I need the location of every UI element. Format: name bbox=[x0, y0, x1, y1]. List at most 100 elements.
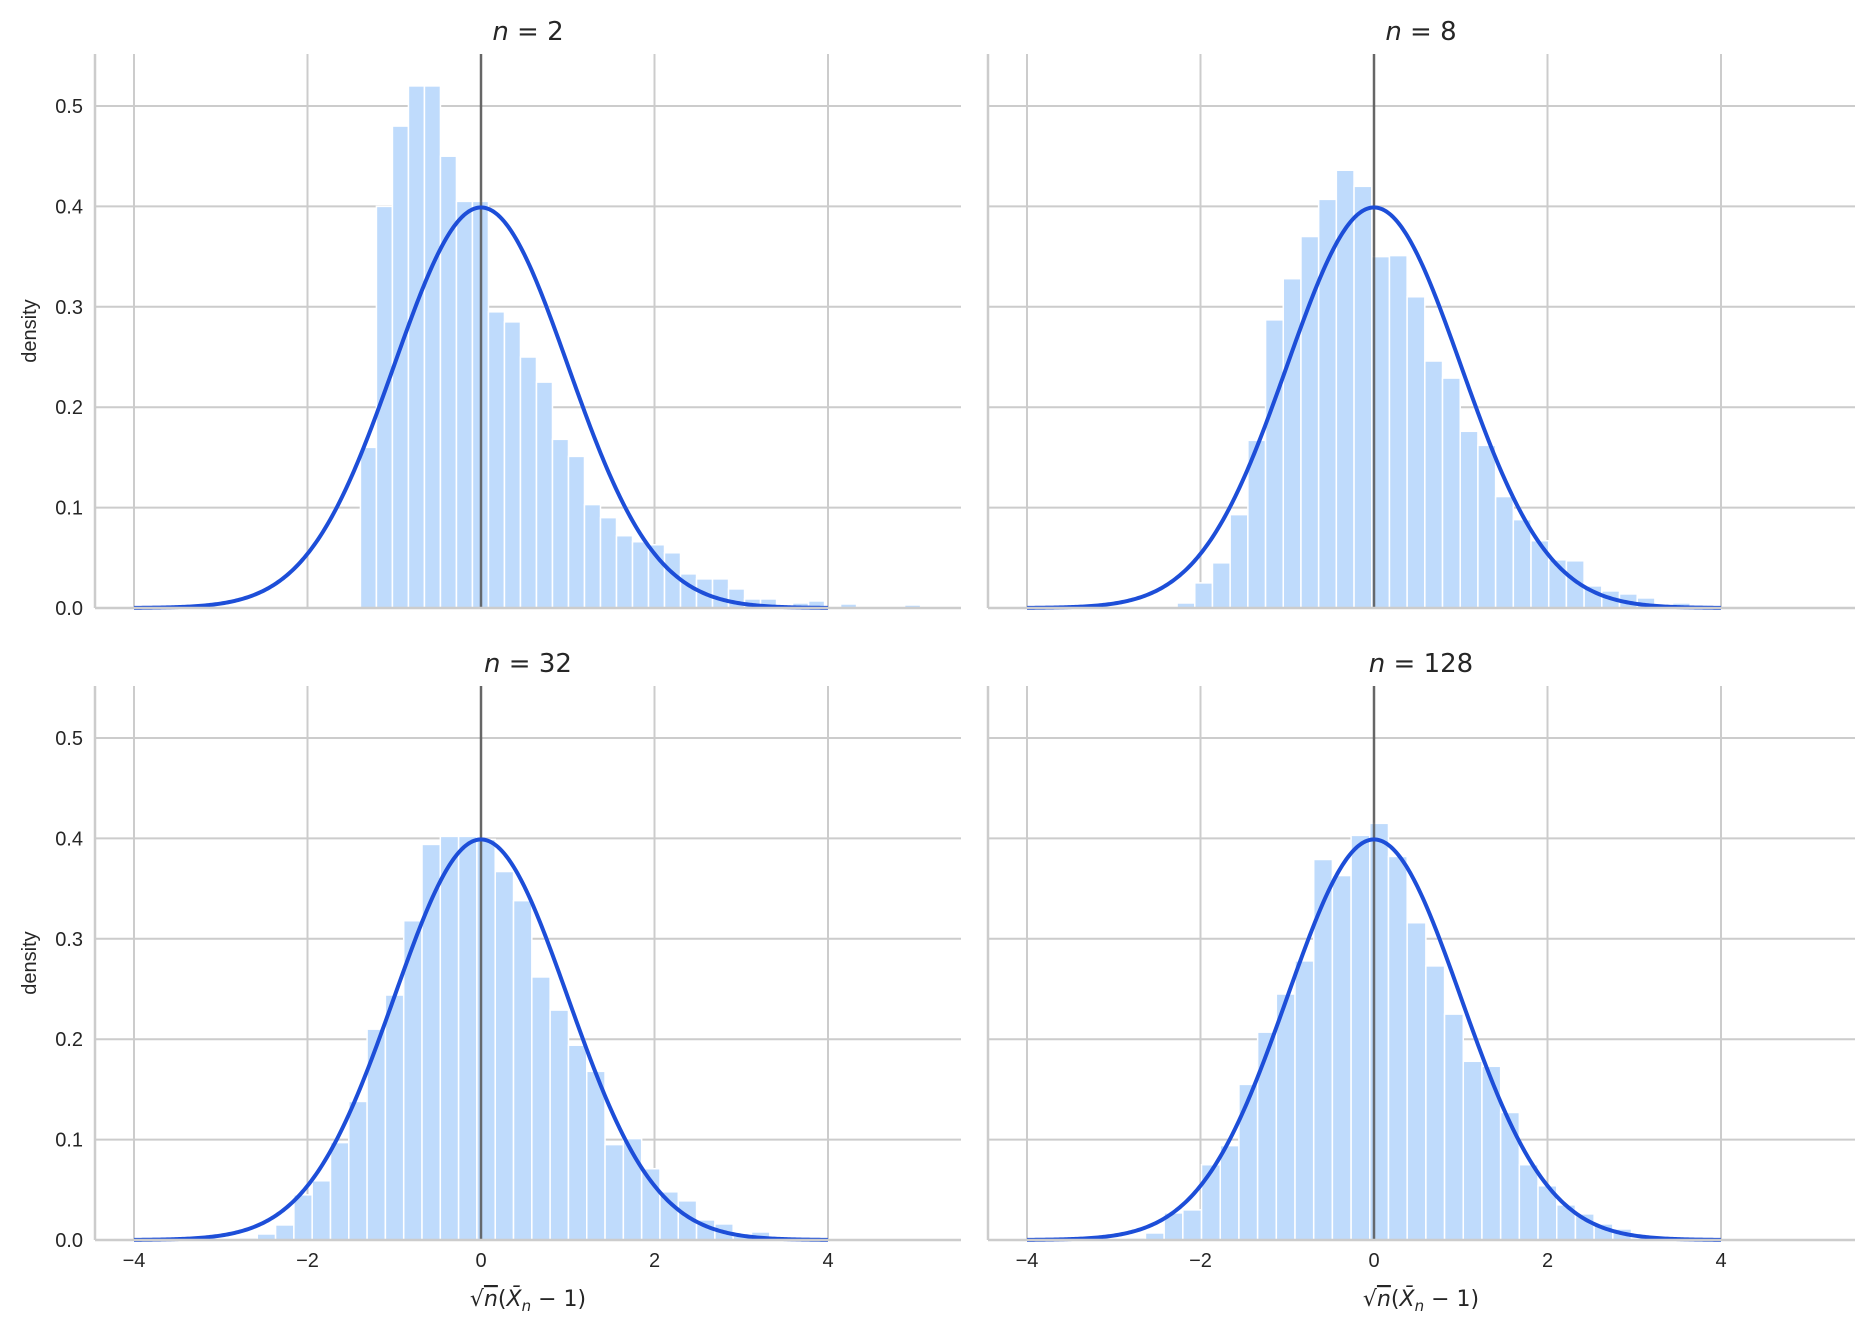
x-tick-label: −2 bbox=[296, 1250, 319, 1272]
y-tick-label: 0.1 bbox=[55, 1130, 83, 1152]
grid-lines bbox=[95, 54, 961, 608]
histogram-bars bbox=[1126, 822, 1651, 1241]
histogram-bar bbox=[348, 1100, 368, 1241]
x-tick-label: 4 bbox=[1715, 1250, 1726, 1272]
histogram-bar bbox=[1219, 1144, 1240, 1241]
y-tick-label: 0.3 bbox=[55, 929, 83, 951]
histogram-bar bbox=[1477, 444, 1497, 609]
histogram-bar bbox=[711, 578, 730, 609]
normal-pdf-curve bbox=[1026, 205, 1722, 610]
histogram-bar bbox=[1369, 822, 1390, 1241]
histogram-bar bbox=[1282, 277, 1302, 609]
histogram-bar bbox=[476, 838, 496, 1241]
histogram-bar bbox=[567, 455, 586, 609]
histogram-bar bbox=[1518, 1163, 1539, 1241]
histogram-bar bbox=[487, 311, 506, 609]
x-tick-label: −4 bbox=[123, 1250, 146, 1272]
panel-title-n8: n = 8 bbox=[1385, 17, 1456, 47]
panel-title-n32: n = 32 bbox=[484, 649, 572, 679]
histogram-bar bbox=[1275, 993, 1296, 1241]
normal-pdf-curve bbox=[133, 837, 829, 1242]
y-tick-label: 0.0 bbox=[55, 1230, 83, 1252]
panel-n128: −4 −2 0 2 4 bbox=[986, 686, 1855, 1272]
y-tick-label: 0.2 bbox=[55, 1029, 83, 1051]
x-tick-label: 0 bbox=[475, 1250, 486, 1272]
normal-pdf-curve bbox=[1026, 837, 1722, 1242]
histogram-bar bbox=[599, 516, 618, 609]
histogram-bar bbox=[384, 994, 405, 1241]
histogram-bar bbox=[1264, 319, 1285, 609]
histogram-bar bbox=[1353, 185, 1373, 609]
x-axis-label-right: √n(X̄n − 1) bbox=[1363, 1286, 1479, 1315]
histogram-bar bbox=[1182, 1209, 1203, 1241]
histogram-bar bbox=[329, 1141, 350, 1241]
histogram-bar bbox=[583, 503, 602, 609]
x-tick-label: −4 bbox=[1016, 1250, 1039, 1272]
histogram-bar bbox=[423, 85, 442, 609]
x-tick-label: 4 bbox=[822, 1250, 833, 1272]
histogram-bar bbox=[567, 1044, 588, 1241]
x-axis-label-left: √n(X̄n − 1) bbox=[470, 1286, 586, 1315]
y-tick-label: 0.1 bbox=[55, 498, 83, 520]
histogram-bar bbox=[311, 1180, 332, 1241]
normal-pdf-curve bbox=[133, 205, 829, 610]
histogram-bar bbox=[1443, 1013, 1465, 1241]
panel-n2: 0.0 0.1 0.2 0.3 0.4 0.5 bbox=[55, 54, 961, 620]
panel-title-n2: n = 2 bbox=[492, 17, 563, 47]
histogram-bar bbox=[615, 534, 634, 609]
histogram-bar bbox=[1441, 377, 1461, 609]
histogram-bar bbox=[551, 438, 570, 609]
y-axis-label-bottom: density bbox=[19, 931, 41, 994]
histogram-bar bbox=[1388, 254, 1408, 609]
histogram-bar bbox=[1331, 874, 1352, 1241]
histogram-bar bbox=[457, 835, 478, 1241]
y-tick-label: 0.2 bbox=[55, 397, 83, 419]
histogram-bar bbox=[1238, 1083, 1259, 1241]
histogram-bar bbox=[439, 835, 460, 1241]
y-tick-label: 0.3 bbox=[55, 297, 83, 319]
histogram-bar bbox=[1256, 1031, 1278, 1241]
histogram-bar bbox=[512, 899, 533, 1241]
histogram-bars bbox=[1176, 169, 1815, 609]
x-tick-label: 2 bbox=[649, 1250, 660, 1272]
histogram-bar bbox=[1194, 582, 1214, 609]
y-axis-label-top: density bbox=[19, 299, 41, 362]
histogram-bar bbox=[359, 446, 378, 609]
histogram-bar bbox=[519, 356, 538, 609]
x-tick-label: 0 bbox=[1368, 1250, 1379, 1272]
y-tick-label: 0.4 bbox=[55, 828, 83, 850]
histogram-bar bbox=[531, 976, 551, 1241]
histogram-bars bbox=[359, 85, 922, 609]
histogram-bar bbox=[659, 1191, 680, 1241]
histogram-bar bbox=[293, 1194, 313, 1241]
panel-n32: 0.0 0.1 0.2 0.3 0.4 0.5 −4 −2 0 2 4 bbox=[55, 686, 961, 1272]
y-tick-label: 0.4 bbox=[55, 196, 83, 218]
histogram-bar bbox=[663, 552, 682, 609]
histogram-bar bbox=[585, 1070, 606, 1241]
histogram-bar bbox=[604, 1143, 625, 1241]
histogram-bar bbox=[1200, 1163, 1221, 1241]
x-tick-label: 2 bbox=[1542, 1250, 1553, 1272]
histogram-bar bbox=[1406, 921, 1427, 1241]
histogram-bar bbox=[1387, 855, 1408, 1241]
histogram-bar bbox=[1424, 360, 1444, 609]
histogram-bar bbox=[1512, 518, 1532, 609]
histogram-bar bbox=[1350, 834, 1371, 1241]
histogram-bars bbox=[238, 835, 808, 1241]
histogram-bar bbox=[535, 381, 554, 609]
panel-n8 bbox=[986, 54, 1855, 610]
panel-title-n128: n = 128 bbox=[1369, 649, 1473, 679]
histogram-bar bbox=[1462, 1060, 1483, 1241]
y-tick-label: 0.5 bbox=[55, 96, 83, 118]
histogram-bar bbox=[1494, 495, 1515, 609]
histogram-bar bbox=[631, 540, 650, 609]
histogram-bar bbox=[503, 321, 522, 609]
histogram-bar bbox=[494, 870, 515, 1241]
histogram-bar bbox=[1459, 430, 1479, 609]
histogram-bar bbox=[1229, 513, 1249, 609]
histogram-bar bbox=[274, 1224, 295, 1241]
histogram-bar bbox=[1211, 562, 1231, 609]
histogram-bar bbox=[1499, 1111, 1521, 1241]
histogram-bar bbox=[549, 1009, 570, 1241]
